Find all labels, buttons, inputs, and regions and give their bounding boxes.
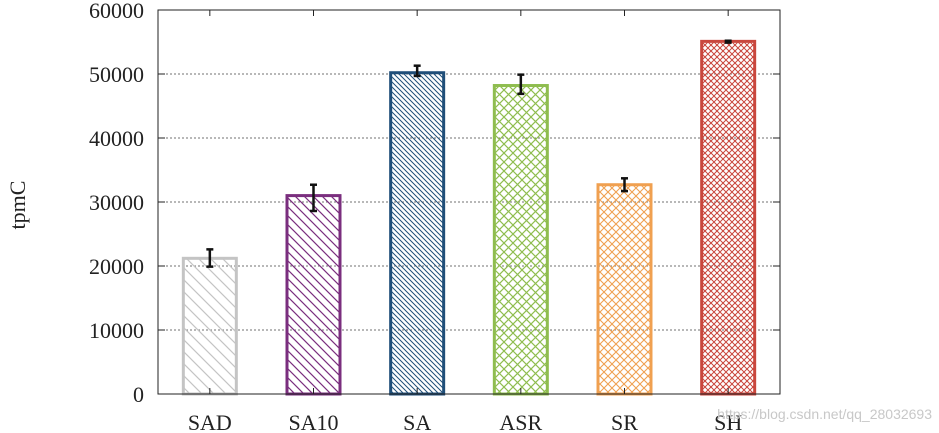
error-bar-sh (724, 39, 732, 44)
error-bar-asr (517, 73, 525, 96)
bar-sa10 (285, 194, 342, 396)
y-tick-label: 10000 (89, 318, 144, 343)
x-tick-label-sad: SAD (188, 410, 232, 433)
x-tick-label-sh: SH (714, 410, 742, 433)
error-bars (206, 39, 732, 268)
watermark-text: https://blog.csdn.net/qq_28032693 (717, 406, 932, 422)
y-tick-label: 0 (133, 382, 144, 407)
x-ticks: SAD SA10 SA ASR SR SH (188, 10, 742, 433)
y-tick-label: 30000 (89, 190, 144, 215)
y-tick-label: 20000 (89, 254, 144, 279)
x-tick-label-sr: SR (611, 410, 638, 433)
y-axis-title: tpmC (5, 181, 30, 230)
error-bar-sr (621, 177, 628, 193)
bars (181, 39, 757, 396)
y-tick-label: 60000 (89, 0, 144, 23)
y-tick-label: 40000 (89, 126, 144, 151)
error-bar-sad (206, 248, 214, 268)
error-bar-sa (413, 64, 421, 78)
y-ticks: 0 10000 20000 30000 40000 50000 60000 (89, 0, 780, 407)
x-tick-label-sa10: SA10 (288, 410, 338, 433)
bar-sr (596, 183, 653, 396)
error-bar-sa10 (310, 183, 317, 213)
x-tick-label-asr: ASR (499, 410, 542, 433)
x-tick-label-sa: SA (403, 410, 431, 433)
bar-sh (700, 39, 757, 396)
bar-sa (389, 71, 446, 396)
y-tick-label: 50000 (89, 62, 144, 87)
bar-sad (181, 256, 238, 396)
gridlines (158, 73, 780, 331)
bar-asr (492, 84, 549, 396)
